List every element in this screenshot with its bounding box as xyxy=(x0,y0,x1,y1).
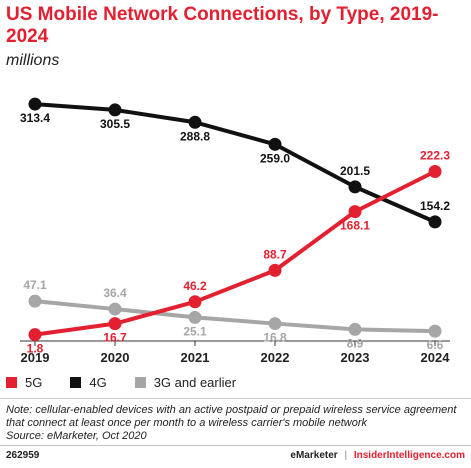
x-tick-label: 2024 xyxy=(421,350,451,365)
data-label-3g: 16.8 xyxy=(263,331,287,345)
brand: eMarketer | InsiderIntelligence.com xyxy=(290,450,465,461)
divider-bottom xyxy=(0,445,471,446)
x-tick-label: 2019 xyxy=(21,350,50,365)
data-label-4g: 154.2 xyxy=(420,199,450,213)
chart-title: US Mobile Network Connections, by Type, … xyxy=(6,4,439,47)
legend-label-4g: 4G xyxy=(89,374,107,390)
data-label-3g: 8.9 xyxy=(347,336,364,350)
data-point-4g xyxy=(348,180,362,194)
series-line-4g xyxy=(33,102,437,224)
source-text: Source: eMarketer, Oct 2020 xyxy=(6,430,147,442)
data-label-3g: 6.6 xyxy=(427,338,444,352)
data-label-4g: 259.0 xyxy=(260,151,290,165)
legend-item-4g: 4G xyxy=(70,374,107,390)
data-point-5g xyxy=(348,205,362,219)
divider-top xyxy=(0,398,471,399)
x-tick-label: 2023 xyxy=(341,350,370,365)
brand-separator: | xyxy=(344,450,348,461)
data-label-4g: 305.5 xyxy=(100,117,130,131)
data-label-5g: 16.7 xyxy=(103,331,127,345)
x-tick-label: 2022 xyxy=(261,350,290,365)
data-label-3g: 36.4 xyxy=(103,286,127,300)
legend-label-5g: 5G xyxy=(25,374,43,390)
chart-id: 262959 xyxy=(6,450,40,461)
legend-swatch-3g xyxy=(134,376,146,388)
data-label-5g: 46.2 xyxy=(183,279,207,293)
data-label-3g: 25.1 xyxy=(183,324,207,338)
legend-item-5g: 5G xyxy=(6,375,42,390)
chart-subtitle: millions xyxy=(6,52,60,69)
data-point-5g xyxy=(28,328,42,342)
data-label-4g: 288.8 xyxy=(180,129,210,143)
data-point-5g xyxy=(108,317,122,331)
footnote: Note: cellular-enabled devices with an a… xyxy=(6,404,468,443)
data-point-3g xyxy=(428,324,442,338)
data-label-4g: 201.5 xyxy=(340,164,370,178)
data-point-5g xyxy=(428,164,442,178)
data-label-5g: 222.3 xyxy=(420,148,450,162)
legend-label-3g: 3G and earlier xyxy=(153,374,237,390)
data-point-4g xyxy=(428,215,442,229)
data-point-5g xyxy=(188,295,202,309)
data-point-4g xyxy=(28,97,42,111)
data-point-5g xyxy=(268,263,282,277)
legend-swatch-4g xyxy=(70,376,82,388)
data-point-3g xyxy=(188,310,202,324)
data-label-5g: 168.1 xyxy=(340,219,370,233)
data-point-3g xyxy=(108,302,122,316)
data-label-4g: 313.4 xyxy=(20,111,50,125)
data-point-4g xyxy=(188,115,202,129)
data-point-4g xyxy=(108,103,122,117)
series-line-3g xyxy=(33,299,437,334)
series-line-5g xyxy=(33,169,437,337)
brand-emarketer: eMarketer xyxy=(290,450,338,461)
note-text: Note: cellular-enabled devices with an a… xyxy=(6,404,457,429)
legend: 5G 4G 3G and earlier xyxy=(6,373,264,391)
data-label-5g: 1.8 xyxy=(27,342,44,356)
x-tick-label: 2020 xyxy=(101,350,130,365)
data-label-5g: 88.7 xyxy=(263,247,287,261)
data-point-3g xyxy=(348,322,362,336)
line-chart: 2019 2020 2021 2022 2023 2024 1.8 16.7 46.2 88.7 1… xyxy=(20,97,451,365)
legend-swatch-5g xyxy=(6,376,17,388)
data-label-3g: 47.1 xyxy=(23,278,47,292)
x-tick-label: 2021 xyxy=(181,350,210,365)
data-point-3g xyxy=(28,294,42,308)
brand-insiderintelligence: InsiderIntelligence.com xyxy=(353,450,465,461)
data-point-4g xyxy=(268,137,282,151)
legend-item-3g: 3G and earlier xyxy=(134,374,237,390)
data-point-3g xyxy=(268,317,282,331)
